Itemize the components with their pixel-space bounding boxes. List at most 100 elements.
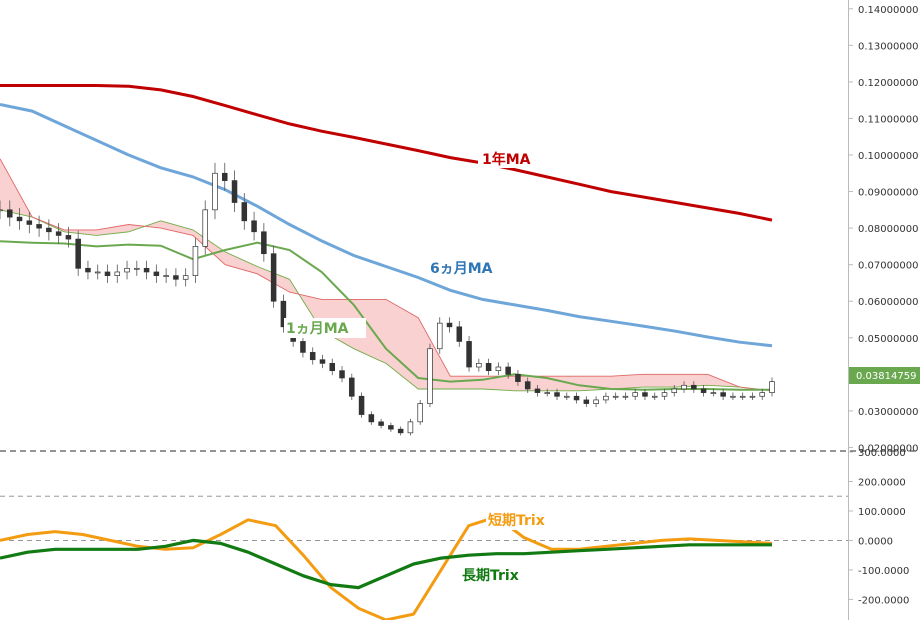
candle-body: [505, 366, 511, 375]
price-tick-label: 0.03000000: [858, 407, 918, 418]
label-ma-1-year: 1年MA: [482, 151, 531, 168]
candle-body: [583, 399, 590, 404]
candle-body: [163, 275, 169, 277]
candle-body: [16, 216, 23, 222]
candle-body: [212, 172, 218, 211]
candle-body: [231, 180, 238, 203]
candle-body: [651, 395, 658, 398]
price-tick-label: 0.05000000: [858, 334, 918, 345]
candle-body: [612, 395, 619, 398]
candle-body: [544, 392, 551, 394]
candle-body: [436, 322, 443, 350]
candle-body: [739, 395, 746, 398]
price-tick-label: 0.11000000: [858, 114, 918, 125]
label-ma-6-month: 6ヵ月MA: [430, 261, 493, 277]
candle-body: [319, 359, 326, 364]
candle-body: [153, 271, 160, 276]
price-tick-label: 0.08000000: [858, 224, 918, 235]
candle-body: [446, 322, 453, 328]
candle-body: [681, 384, 687, 390]
candle-body: [564, 395, 570, 398]
trix-long-line: [0, 538, 772, 590]
trix-tick-label: -100.0000: [858, 566, 909, 577]
last-price-tag: [849, 367, 920, 384]
candle-body: [476, 363, 482, 368]
candle-body: [427, 348, 433, 404]
label-bg-1m: [284, 318, 366, 338]
candle-body: [85, 267, 91, 273]
candle-body: [309, 352, 316, 361]
candle-body: [603, 395, 609, 401]
trix-tick-label: 300.0000: [858, 448, 906, 459]
candle-body: [280, 300, 287, 328]
cloud-fill: [0, 158, 772, 391]
candle-body: [270, 253, 277, 302]
candle-body: [26, 220, 33, 225]
candle-body: [202, 209, 208, 247]
price-tick-label: 0.02000000: [858, 443, 918, 454]
label-trix-short: 短期Trix: [488, 512, 545, 529]
trix-panel: 短期Trix 長期Trix: [0, 495, 848, 620]
candle-body: [329, 363, 336, 372]
trix-tick-label: 0.0000: [858, 536, 893, 547]
candle-body: [46, 227, 52, 233]
candle-body: [192, 246, 199, 276]
candle-body: [622, 395, 629, 398]
candle-body: [593, 399, 599, 404]
candle-body: [94, 271, 101, 274]
candle-body: [456, 326, 463, 342]
candle-body: [417, 403, 423, 423]
candle-body: [0, 209, 3, 212]
candle-body: [730, 395, 736, 398]
candle-body: [75, 238, 81, 269]
trix-axis: 300.0000 200.0000 100.0000 0.0000 -100.0000 -…: [848, 448, 909, 606]
trix-short-line: [0, 515, 773, 620]
label-trix-long: 長期Trix: [462, 568, 519, 584]
candle-body: [55, 231, 62, 236]
candle-body: [173, 275, 179, 280]
candle-body: [358, 395, 365, 415]
candle-body: [221, 172, 228, 181]
candle-body: [759, 392, 765, 397]
price-tick-label: 0.13000000: [858, 41, 918, 52]
candle-body: [182, 275, 189, 280]
candle-body: [485, 363, 492, 372]
ma-1-year-line: [0, 84, 773, 222]
candle-body: [524, 381, 531, 390]
price-tick-label: 0.12000000: [858, 78, 918, 89]
candle-body: [7, 209, 13, 218]
price-tick-label: 0.06000000: [858, 297, 918, 308]
candle-body: [466, 341, 472, 368]
candles: [0, 162, 775, 436]
candle-body: [349, 377, 355, 397]
label-bg-trix-short: [486, 511, 560, 530]
candle-body: [554, 392, 560, 397]
candle-body: [241, 202, 248, 222]
candle-body: [691, 384, 697, 390]
cloud-span-b-line: [0, 158, 773, 392]
trix-tick-label: 100.0000: [858, 507, 906, 518]
candle-body: [720, 392, 726, 397]
price-panel: 1年MA 6ヵ月MA 1ヵ月MA: [0, 84, 775, 436]
price-tick-label: 0.14000000: [858, 5, 918, 16]
ma-1-month-line: [0, 240, 772, 391]
candle-body: [573, 395, 580, 401]
candle-body: [388, 425, 394, 430]
ma-6-month-line: [0, 103, 773, 348]
label-bg-6m: [428, 258, 510, 278]
candle-body: [749, 395, 756, 398]
candle-body: [65, 235, 72, 240]
candle-body: [114, 271, 121, 276]
label-bg-1y: [478, 148, 544, 168]
candle-body: [515, 373, 521, 382]
candle-body: [671, 388, 678, 393]
candle-body: [407, 421, 414, 434]
candle-body: [632, 392, 638, 397]
candle-body: [368, 414, 375, 423]
price-tick-label: 0.10000000: [858, 151, 918, 162]
candle-body: [36, 224, 42, 229]
candle-body: [769, 381, 775, 393]
candle-body: [378, 421, 384, 426]
label-bg-trix-long: [460, 566, 536, 585]
candle-body: [710, 392, 717, 394]
